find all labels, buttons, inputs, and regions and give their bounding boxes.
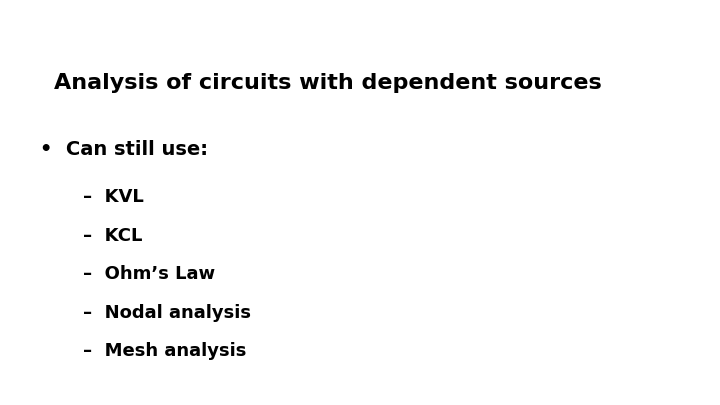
Text: –  KVL: – KVL — [83, 188, 143, 206]
Text: –  Nodal analysis: – Nodal analysis — [83, 304, 251, 322]
Text: –  KCL: – KCL — [83, 227, 142, 245]
Text: –  Mesh analysis: – Mesh analysis — [83, 342, 246, 360]
Text: •  Can still use:: • Can still use: — [40, 140, 207, 159]
Text: –  Ohm’s Law: – Ohm’s Law — [83, 265, 215, 283]
Text: Analysis of circuits with dependent sources: Analysis of circuits with dependent sour… — [54, 73, 602, 93]
